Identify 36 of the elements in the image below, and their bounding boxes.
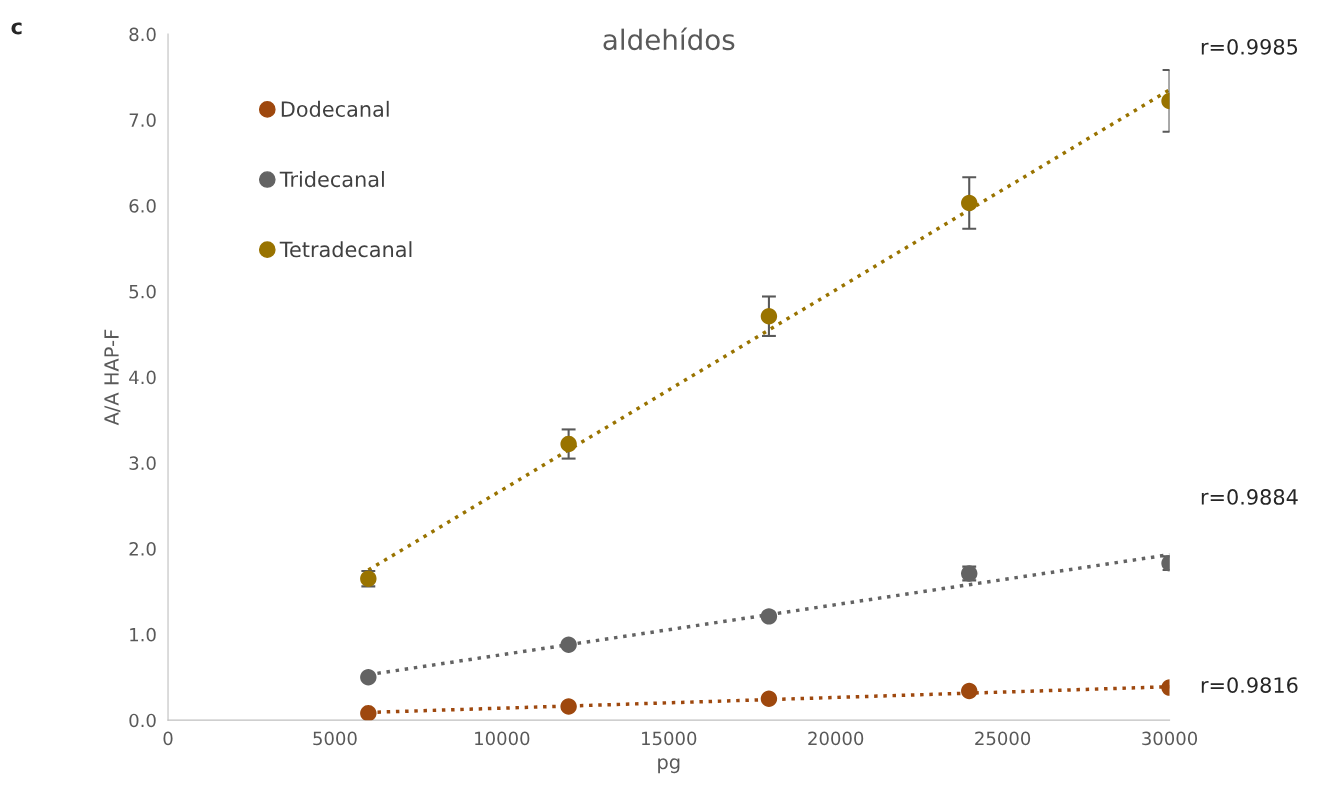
y-tick-label: 6.0: [129, 199, 156, 213]
y-axis-title: A/A HAP-F: [104, 329, 121, 426]
y-tick-label: 5.0: [129, 284, 156, 299]
point: [961, 194, 978, 212]
x-tick-label: 30000: [1142, 731, 1198, 746]
y-tick-label: 4.0: [129, 370, 156, 385]
legend-label: Tridecanal: [279, 171, 384, 188]
text: c: [11, 22, 22, 35]
y-tick-label: 3.0: [129, 456, 156, 470]
y-tick-label: 2.0: [129, 542, 156, 556]
point: [560, 698, 577, 715]
point: [560, 636, 577, 653]
x-axis-title: pg: [658, 758, 680, 774]
x-tick-label: 10000: [475, 731, 530, 746]
y-tick-label: 0.0: [129, 713, 156, 728]
point: [760, 690, 778, 707]
legend-label: Tetradecanal: [279, 241, 412, 258]
text: r=0.9884: [1201, 489, 1298, 505]
x-tick-label: 0: [163, 731, 173, 746]
point: [760, 608, 778, 625]
x-tick-label: 15000: [642, 731, 697, 746]
y-tick-label: 7.0: [129, 113, 156, 127]
point: [760, 308, 778, 325]
point: [360, 669, 377, 686]
x-tick-label: 25000: [975, 731, 1031, 746]
text: r=0.9985: [1201, 38, 1298, 55]
x-tick-label: 5000: [313, 731, 357, 746]
y-tick-label: 8.0: [129, 27, 156, 42]
point: [961, 682, 978, 700]
text: r=0.9816: [1201, 677, 1298, 693]
chart-title: aldehídos: [603, 27, 735, 51]
point: [360, 705, 377, 721]
x-tick-label: 20000: [808, 731, 864, 746]
point: [560, 435, 577, 453]
legend-label: Dodecanal: [281, 100, 389, 117]
y-tick-label: 1.0: [130, 627, 156, 642]
